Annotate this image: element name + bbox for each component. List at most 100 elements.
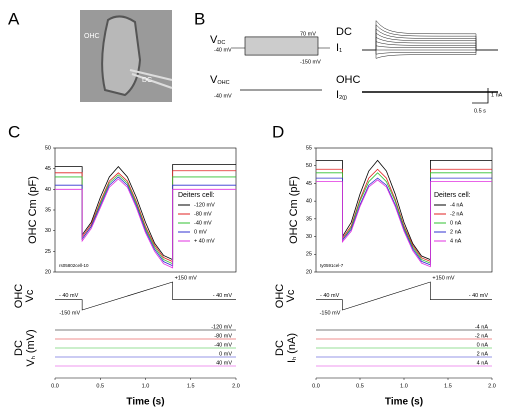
- legend-label: 0 nA: [450, 220, 462, 226]
- pipette: [129, 69, 173, 89]
- x-tick-label: 1.5: [444, 383, 452, 389]
- cell-outline: [101, 15, 142, 97]
- dc-label: -120 mV: [211, 324, 232, 330]
- vc-trace: [55, 281, 236, 311]
- dc-axis-label: Ih (nA): [286, 333, 299, 363]
- panel-label: B: [194, 9, 205, 28]
- plot-frame: [315, 147, 493, 273]
- legend-label: -4 nA: [450, 202, 463, 208]
- x-tick-label: 0.0: [51, 383, 59, 389]
- current-traces: [362, 19, 498, 59]
- current-trace: [362, 28, 498, 51]
- legend-label: -80 mV: [194, 211, 212, 217]
- vc-label: -150 mV: [59, 310, 80, 316]
- dc-label: 0 mV: [219, 351, 232, 357]
- series-line: [55, 176, 236, 267]
- panel-label: A: [8, 9, 20, 28]
- current-trace: [362, 49, 498, 59]
- y-tick-label: 20: [45, 269, 51, 275]
- series-line: [55, 164, 236, 261]
- vc-axis-label: OHC: [13, 284, 25, 309]
- vc-axis-label: Vc: [285, 289, 297, 302]
- dc-label: 2 nA: [477, 351, 489, 357]
- x-tick-label: 1.5: [187, 383, 195, 389]
- protocol-label: -150 mV: [300, 59, 321, 65]
- x-axis-label: Time (s): [126, 397, 164, 408]
- y-tick-label: 55: [306, 145, 312, 151]
- image-label: DC: [142, 77, 152, 84]
- vc-label: +150 mV: [432, 275, 454, 281]
- trace-label: DC: [336, 26, 352, 38]
- dc-axis-line1: DC: [13, 340, 25, 356]
- legend-label: -40 mV: [194, 220, 212, 226]
- current-trace: [362, 41, 498, 51]
- scale-label: 0.5 s: [474, 108, 486, 114]
- dc-label: 40 mV: [216, 360, 232, 366]
- dc-label: 4 nA: [477, 360, 489, 366]
- current-trace: [362, 45, 498, 51]
- dc-axis-line1: DC: [274, 340, 286, 356]
- dc-label: -2 nA: [475, 333, 488, 339]
- main: V: [210, 34, 218, 46]
- panel-label: C: [8, 122, 20, 141]
- panel-label: D: [272, 122, 284, 141]
- current-trace: [362, 37, 498, 51]
- legend-label: 2 nA: [450, 229, 462, 235]
- dc-axis-sub: h: [292, 357, 298, 360]
- y-axis-label: OHC Cm (pF): [27, 176, 39, 244]
- current-trace: [362, 49, 498, 55]
- x-tick-label: 1.0: [142, 383, 150, 389]
- y-tick-label: 20: [306, 269, 312, 275]
- dc-axis-label: DC: [274, 340, 286, 356]
- series-line: [55, 170, 236, 263]
- vc-label: - 40 mV: [59, 293, 79, 299]
- dc-axis-unit: (mV): [25, 329, 37, 356]
- sub: 1: [339, 48, 342, 54]
- series-line: [316, 179, 492, 268]
- y-tick-label: 35: [45, 207, 51, 213]
- x-tick-label: 0.0: [312, 383, 320, 389]
- sub: DC: [217, 40, 225, 46]
- y-tick-label: 40: [45, 187, 51, 193]
- dc-axis-main: I: [286, 360, 298, 363]
- vc-label: +150 mV: [175, 275, 197, 281]
- legend-label: -120 mV: [194, 202, 215, 208]
- main: V: [210, 74, 218, 86]
- sub: OHC: [217, 80, 229, 86]
- series-line: [316, 168, 492, 262]
- trace-label: OHC: [336, 74, 361, 86]
- annotation: ty0591cel-7: [320, 263, 344, 268]
- scale-bar: [472, 88, 489, 104]
- y-tick-label: 25: [306, 252, 312, 258]
- x-tick-label: 0.5: [356, 383, 364, 389]
- annotation: rs05802cell-10: [59, 263, 89, 268]
- dc-label: -4 nA: [475, 324, 488, 330]
- dc-label: -40 mV: [214, 342, 232, 348]
- y-tick-label: 50: [306, 163, 312, 169]
- current-trace: [362, 19, 498, 51]
- legend-label: 0 mV: [194, 229, 207, 235]
- x-axis-label: Time (s): [385, 397, 423, 408]
- dc-axis-label: DC: [13, 340, 25, 356]
- x-tick-label: 2.0: [488, 383, 496, 389]
- protocol-label: -40 mV: [214, 93, 232, 99]
- dc-label: 0 nA: [477, 342, 489, 348]
- y-tick-label: 30: [306, 234, 312, 240]
- series-line: [316, 159, 492, 261]
- protocol-label: -40 mV: [214, 47, 232, 53]
- image-label: OHC: [84, 33, 100, 40]
- x-tick-label: 0.5: [96, 383, 104, 389]
- trace-label: I1: [336, 42, 342, 55]
- y-tick-label: 50: [45, 145, 51, 151]
- protocol-label: 70 mV: [300, 31, 316, 37]
- vc-trace: [316, 281, 492, 311]
- vc-label: -150 mV: [320, 310, 341, 316]
- trace-label: I2(j): [336, 89, 347, 102]
- y-tick-label: 40: [306, 199, 312, 205]
- protocol-outline: [244, 36, 319, 56]
- legend-title: Deiters cell:: [178, 192, 215, 199]
- legend-title: Deiters cell:: [434, 192, 471, 199]
- dc-axis-sub: h: [31, 356, 37, 359]
